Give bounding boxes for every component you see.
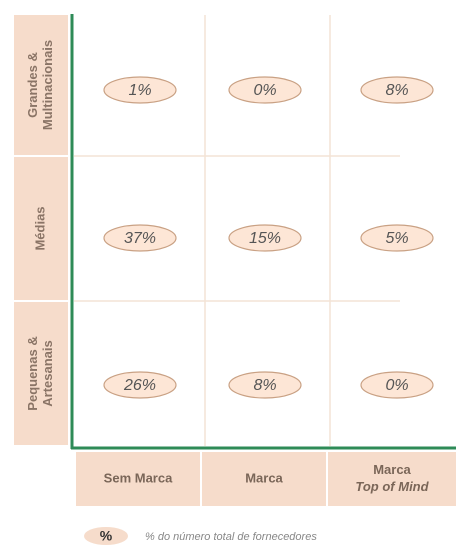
cell-bubble [228,224,302,252]
column-label: Marca [245,470,283,485]
cell-value: 8% [385,82,408,99]
cell-bubble [360,224,434,252]
cell-bubble [228,76,302,104]
legend-symbol [84,527,128,545]
cell-value: 26% [123,377,156,394]
row-label-line: Pequenas & [25,336,40,410]
cell-value: 37% [124,230,156,247]
column-label: Sem Marca [104,470,173,485]
column-header [328,452,456,506]
cell-bubble [103,371,177,399]
cell-value: 15% [249,230,281,247]
row-label-line: Multinacionais [40,40,55,130]
cell-value: 5% [385,230,408,247]
row-label-line: Artesanais [40,340,55,406]
row-label: Grandes & Multinacionais [25,40,55,130]
row-label: Pequenas & Artesanais [25,336,55,410]
cell-value: 0% [385,377,408,394]
cell-bubble [360,371,434,399]
column-label: Top of Mind [355,479,429,494]
cell-bubble [360,76,434,104]
row-header [14,302,68,445]
column-header [76,452,200,506]
row-header [14,157,68,300]
cell-bubble [228,371,302,399]
cell-value: 1% [128,82,151,99]
column-header [202,452,326,506]
row-label-line: Grandes & [25,52,40,118]
cell-value: 8% [253,377,276,394]
cell-value: 0% [253,82,276,99]
row-header [14,15,68,155]
row-label-line: Médias [32,206,47,250]
column-label: Marca [373,462,411,477]
cell-bubble [103,76,177,104]
legend-symbol-text: % [100,528,113,544]
legend-text: % do número total de fornecedores [145,531,317,543]
cell-bubble [103,224,177,252]
row-label: Médias [32,206,47,250]
